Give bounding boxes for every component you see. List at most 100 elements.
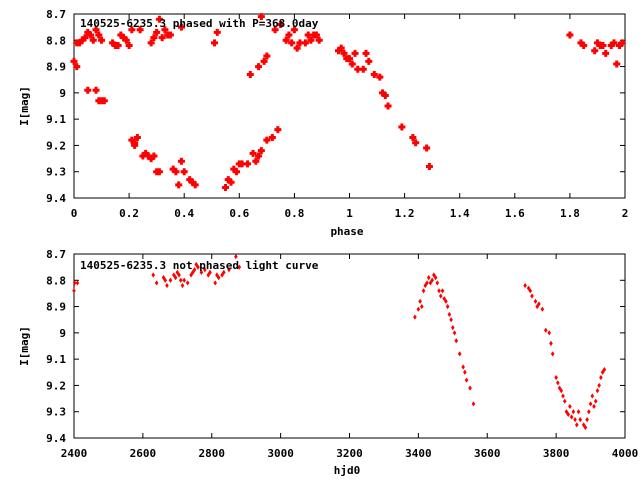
data-point: [203, 267, 207, 273]
x-tick: 0.2: [119, 14, 139, 220]
data-point: [398, 123, 406, 131]
y-tick-label: 9.1: [46, 113, 66, 126]
data-point: [433, 275, 438, 281]
data-point: [178, 277, 183, 283]
data-point: [346, 55, 353, 63]
data-point: [426, 275, 431, 281]
data-point: [268, 134, 276, 142]
data-point: [573, 417, 577, 423]
x-tick: 1.4: [450, 14, 470, 220]
x-tick-label: 0.4: [174, 207, 194, 220]
data-point: [163, 277, 168, 283]
y-tick-label: 9.3: [46, 166, 66, 179]
data-point: [150, 34, 158, 42]
data-point: [559, 388, 564, 394]
x-tick-label: 0: [71, 207, 78, 220]
data-point: [354, 65, 362, 73]
data-point: [213, 28, 221, 36]
data-point: [376, 73, 384, 81]
data-point: [607, 42, 615, 50]
data-point: [412, 139, 420, 147]
data-point: [230, 165, 238, 173]
data-point: [593, 39, 601, 47]
data-point: [571, 409, 576, 415]
data-point: [588, 401, 593, 407]
data-point: [304, 31, 312, 39]
y-tick: 8.9: [46, 301, 625, 314]
data-point: [155, 15, 163, 23]
x-axis-label: hjd0: [334, 464, 361, 477]
data-point: [165, 282, 169, 289]
data-point: [359, 65, 367, 73]
data-point: [255, 63, 263, 71]
data-point: [249, 149, 257, 157]
data-point: [257, 147, 265, 155]
data-point: [73, 63, 81, 71]
y-axis-ticks: 8.7 8.8 8.9 9 9.1 9.2 9.3 9.4: [46, 8, 625, 205]
phased-light-curve-panel: 8.7 8.8 8.9 9 9.1 9.2 9.3 9.4 0 0.2 0.4 0.6 0.8 1 1.2…: [18, 8, 628, 238]
data-point: [100, 97, 108, 105]
data-point: [158, 34, 166, 42]
y-tick: 9.3: [46, 166, 625, 179]
data-point: [87, 31, 95, 39]
data-point: [597, 382, 601, 389]
data-point: [549, 340, 553, 346]
x-tick: 0.8: [284, 14, 304, 220]
y-axis-ticks: 8.7 8.8 8.9 9 9.1 9.2 9.3 9.4: [46, 248, 625, 445]
data-point: [72, 280, 77, 286]
data-point: [180, 282, 185, 289]
data-point: [133, 134, 141, 142]
data-point: [161, 26, 169, 34]
data-points: [70, 13, 626, 191]
data-point: [255, 152, 263, 160]
data-point: [169, 165, 177, 173]
data-point: [530, 293, 534, 299]
data-point: [547, 330, 552, 336]
data-point: [370, 70, 378, 78]
data-point: [139, 152, 147, 160]
data-point: [211, 39, 219, 47]
x-tick-label: 3600: [474, 447, 501, 460]
x-tick-label: 4000: [612, 447, 639, 460]
data-point: [568, 403, 572, 410]
data-point: [98, 36, 106, 44]
y-tick: 9.4: [46, 432, 625, 445]
data-point: [576, 409, 581, 415]
data-points: [72, 254, 607, 431]
x-tick: 3800: [543, 254, 569, 460]
data-point: [423, 144, 431, 152]
data-point: [457, 351, 462, 357]
data-point: [312, 31, 320, 39]
data-point: [444, 298, 448, 304]
data-point: [610, 39, 618, 47]
data-point: [213, 280, 217, 286]
data-point: [188, 178, 196, 186]
data-point: [150, 152, 158, 160]
data-point: [451, 325, 455, 331]
x-tick: 2400: [61, 254, 87, 460]
data-point: [365, 57, 373, 65]
data-point: [147, 155, 155, 163]
data-point: [413, 314, 417, 320]
x-tick-label: 1.8: [560, 207, 580, 220]
x-tick: 2800: [199, 254, 225, 460]
x-tick-label: 0.8: [284, 207, 304, 220]
data-point: [587, 409, 591, 415]
data-point: [144, 152, 152, 160]
x-tick: 0.6: [229, 14, 250, 220]
data-point: [199, 269, 204, 275]
data-point: [290, 26, 298, 34]
data-point: [561, 393, 565, 399]
y-tick: 8.9: [46, 61, 625, 74]
x-tick-label: 2: [622, 207, 629, 220]
x-axis-ticks: 0 0.2 0.4 0.6 0.8 1 1.2 1.4 1.6 1.8 2: [71, 14, 629, 220]
y-tick: 9: [59, 87, 625, 100]
data-point: [246, 70, 254, 78]
data-point: [257, 13, 265, 21]
data-point: [599, 374, 603, 381]
y-tick: 9.1: [46, 113, 625, 126]
x-tick: 1.2: [395, 14, 415, 220]
data-point: [409, 134, 417, 142]
data-point: [128, 136, 136, 144]
